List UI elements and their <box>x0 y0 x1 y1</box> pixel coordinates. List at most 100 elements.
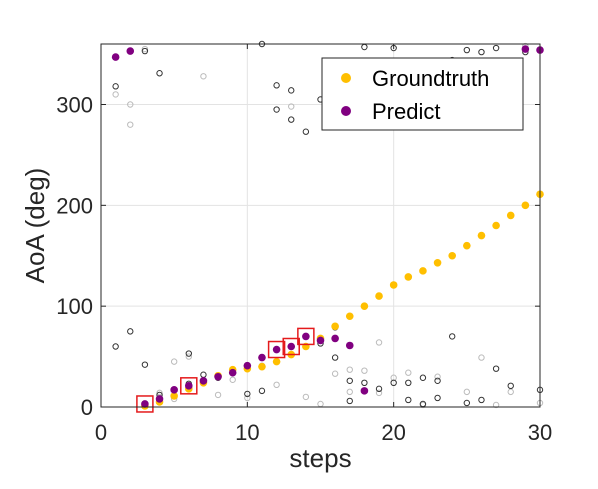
candidate-point-dark <box>331 354 339 361</box>
y-tick-label: 200 <box>56 193 93 218</box>
candidate-point-dark <box>244 390 251 398</box>
candidate-point-light <box>200 73 207 80</box>
x-axis-label: steps <box>289 443 351 473</box>
highlight-box <box>297 327 315 346</box>
point-groundtruth <box>463 241 471 250</box>
point-predict <box>185 382 193 390</box>
point-predict <box>243 361 252 370</box>
point-predict <box>272 345 281 354</box>
candidate-point-dark <box>478 48 485 56</box>
candidate-point-light <box>478 354 485 361</box>
candidate-point-light <box>229 376 236 383</box>
point-groundtruth <box>272 357 281 366</box>
point-predict <box>141 400 149 408</box>
point-predict <box>228 368 237 377</box>
point-groundtruth <box>404 273 413 281</box>
candidate-point-light <box>361 367 368 374</box>
candidate-point-light <box>127 121 134 128</box>
y-tick-label: 100 <box>56 294 93 319</box>
point-groundtruth <box>521 201 530 210</box>
legend-label-groundtruth: Groundtruth <box>372 66 489 91</box>
candidate-point-light <box>507 388 514 396</box>
candidate-point-light <box>273 381 280 389</box>
point-groundtruth <box>506 211 515 220</box>
point-predict <box>331 334 339 343</box>
candidate-point-dark <box>492 44 500 52</box>
highlight-box <box>267 340 286 359</box>
candidate-point-dark <box>405 379 412 386</box>
candidate-point-dark <box>346 377 353 384</box>
point-groundtruth <box>492 221 500 230</box>
candidate-point-dark <box>112 343 119 350</box>
highlight-box <box>282 337 300 356</box>
candidate-point-dark <box>478 396 485 404</box>
legend-marker-predict <box>341 106 351 116</box>
candidate-point-dark <box>141 47 149 55</box>
point-predict <box>111 53 120 61</box>
candidate-point-dark <box>156 70 163 77</box>
candidate-point-dark <box>390 379 397 386</box>
candidate-point-light <box>331 370 339 377</box>
candidate-point-dark <box>434 394 441 402</box>
candidate-point-dark <box>375 385 383 393</box>
y-tick-label: 300 <box>56 93 93 118</box>
candidate-point-light <box>375 339 383 346</box>
candidate-point-dark <box>463 399 471 407</box>
candidate-point-light <box>434 373 441 380</box>
candidate-point-light <box>288 103 295 110</box>
point-predict <box>126 47 135 55</box>
candidate-point-light <box>170 358 178 365</box>
candidate-point-dark <box>127 328 134 335</box>
candidate-point-dark <box>463 46 471 54</box>
candidate-point-dark <box>273 106 280 113</box>
candidate-point-dark <box>361 379 368 386</box>
candidate-point-dark <box>507 382 514 390</box>
highlight-box <box>136 395 154 413</box>
candidate-point-dark <box>112 83 119 90</box>
point-predict <box>360 387 369 395</box>
candidate-point-dark <box>434 377 441 384</box>
point-predict <box>287 342 296 351</box>
point-predict <box>199 376 208 385</box>
legend-label-predict: Predict <box>372 99 440 124</box>
point-groundtruth <box>331 322 339 331</box>
point-predict <box>302 332 310 341</box>
highlight-boxes <box>136 327 315 413</box>
legend-marker-groundtruth <box>341 73 351 83</box>
candidate-point-dark <box>419 374 427 381</box>
candidate-point-light <box>405 369 412 376</box>
point-groundtruth <box>345 312 354 321</box>
candidate-point-dark <box>346 397 353 405</box>
y-tick-label: 0 <box>81 395 93 420</box>
candidate-point-light <box>463 388 471 396</box>
point-predict <box>170 386 178 394</box>
highlight-box <box>180 377 198 395</box>
candidate-point-dark <box>273 82 280 89</box>
candidate-point-light <box>214 391 222 399</box>
candidate-point-dark <box>141 361 149 368</box>
point-groundtruth <box>360 302 369 310</box>
candidate-point-light <box>112 91 119 98</box>
candidate-point-light <box>317 400 324 408</box>
point-predict <box>521 45 530 53</box>
point-groundtruth <box>419 267 427 275</box>
point-groundtruth <box>389 281 398 289</box>
point-predict <box>214 372 222 381</box>
x-tick-label: 0 <box>95 420 107 445</box>
point-groundtruth <box>433 259 442 267</box>
candidate-point-light <box>346 388 353 396</box>
candidate-point-dark <box>405 396 412 404</box>
x-tick-label: 20 <box>381 420 405 445</box>
candidate-point-light <box>127 101 134 108</box>
x-tick-label: 10 <box>235 420 259 445</box>
candidate-point-dark <box>185 350 193 357</box>
candidate-point-dark <box>288 87 295 94</box>
candidate-point-dark <box>302 128 310 135</box>
point-predict <box>155 395 164 403</box>
y-axis-label: AoA (deg) <box>20 168 50 284</box>
candidate-point-light <box>346 366 353 373</box>
candidate-point-dark <box>258 387 266 395</box>
point-groundtruth <box>448 251 457 260</box>
